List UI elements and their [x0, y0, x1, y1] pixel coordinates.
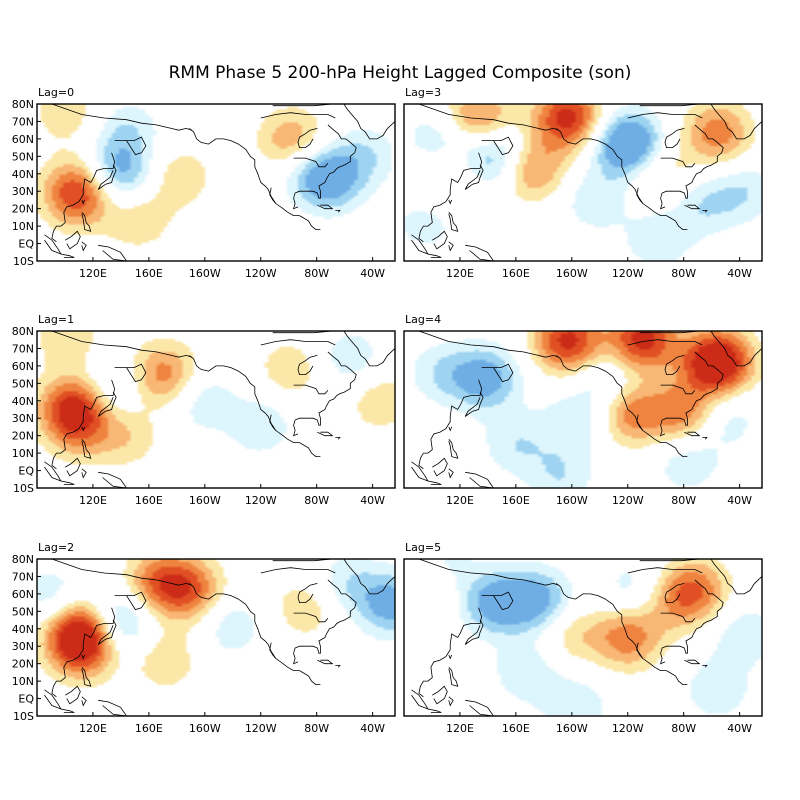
- lon-tick-label: 40W: [360, 722, 385, 735]
- lat-tick-label: 10S: [13, 255, 34, 268]
- lat-tick-label: 10S: [13, 482, 34, 495]
- lon-tick-label: 40W: [360, 494, 385, 507]
- lat-tick-label: 30N: [12, 185, 34, 198]
- lat-tick-label: 50N: [12, 377, 34, 390]
- lat-tick-label: 50N: [12, 150, 34, 163]
- lon-tick-label: 160E: [502, 494, 530, 507]
- anomaly-shading: [37, 331, 395, 488]
- lat-tick-label: 60N: [12, 588, 34, 601]
- lat-tick-label: EQ: [18, 238, 34, 251]
- lat-tick-label: 40N: [12, 395, 34, 408]
- panel-label: Lag=4: [405, 313, 441, 326]
- coastlines: [44, 331, 395, 488]
- panel-label: Lag=0: [38, 86, 74, 99]
- anomaly-shading: [404, 331, 762, 488]
- lat-tick-label: 60N: [12, 360, 34, 373]
- panel-label: Lag=2: [38, 541, 74, 554]
- lon-tick-label: 40W: [727, 494, 752, 507]
- lon-tick-label: 160E: [502, 722, 530, 735]
- lon-tick-label: 160W: [189, 722, 221, 735]
- lat-tick-label: 20N: [12, 203, 34, 216]
- panel-frame: [36, 103, 396, 262]
- panel-label: Lag=5: [405, 541, 441, 554]
- map-panel-lag4: Lag=4 120E 160E 160W 120W 80W 40W: [403, 313, 763, 507]
- lat-tick-label: 70N: [12, 115, 34, 128]
- lon-tick-label: 160W: [189, 267, 221, 280]
- lat-tick-label: EQ: [18, 465, 34, 478]
- anomaly-shading: [37, 104, 395, 261]
- lat-tick-label: 30N: [12, 412, 34, 425]
- lon-tick-label: 160E: [502, 267, 530, 280]
- lon-tick-label: 160E: [135, 494, 163, 507]
- coastlines: [411, 104, 762, 261]
- lat-tick-label: 40N: [12, 623, 34, 636]
- panel-frame: [403, 103, 763, 262]
- lon-tick-label: 120W: [245, 267, 277, 280]
- lon-tick-label: 120E: [79, 722, 107, 735]
- lat-tick-label: 70N: [12, 342, 34, 355]
- coastlines: [411, 559, 762, 716]
- map-panel-lag3: Lag=3 120E 160E 160W 120W 80W 40W: [403, 86, 763, 280]
- panel-frame: [403, 330, 763, 489]
- coastlines: [44, 559, 395, 716]
- lon-tick-label: 80W: [304, 494, 329, 507]
- lon-tick-label: 80W: [671, 494, 696, 507]
- lat-tick-label: 10S: [13, 710, 34, 723]
- lon-tick-label: 120W: [612, 494, 644, 507]
- lon-tick-label: 80W: [304, 722, 329, 735]
- lat-tick-label: 80N: [12, 553, 34, 566]
- lon-tick-label: 160W: [556, 267, 588, 280]
- lat-tick-label: 10N: [12, 220, 34, 233]
- lon-tick-label: 120E: [446, 722, 474, 735]
- anomaly-shading: [404, 559, 762, 716]
- lon-tick-label: 120E: [79, 267, 107, 280]
- lon-tick-label: 160E: [135, 722, 163, 735]
- lon-tick-label: 120W: [245, 722, 277, 735]
- panel-frame: [403, 558, 763, 717]
- lat-tick-label: 60N: [12, 133, 34, 146]
- lat-tick-label: 10N: [12, 447, 34, 460]
- panel-label: Lag=3: [405, 86, 441, 99]
- lon-tick-label: 40W: [360, 267, 385, 280]
- panel-grid: Lag=0 80N 70N 60N 50N 40N 30N 20N 10N EQ 10S 120E 16…: [12, 86, 763, 735]
- lat-tick-label: 20N: [12, 430, 34, 443]
- figure-title: RMM Phase 5 200-hPa Height Lagged Compos…: [169, 63, 632, 83]
- lat-tick-label: 80N: [12, 98, 34, 111]
- lat-tick-label: EQ: [18, 693, 34, 706]
- lon-tick-label: 160E: [135, 267, 163, 280]
- lon-tick-label: 120W: [245, 494, 277, 507]
- map-panel-lag5: Lag=5 120E 160E 160W 120W 80W 40W: [403, 541, 763, 735]
- lon-tick-label: 40W: [727, 722, 752, 735]
- lon-tick-label: 120E: [79, 494, 107, 507]
- lon-tick-label: 160W: [556, 722, 588, 735]
- lon-tick-label: 80W: [304, 267, 329, 280]
- map-panel-lag2: Lag=2 80N 70N 60N 50N 40N 30N 20N 10N EQ 10S 120E 16…: [12, 541, 396, 735]
- lat-tick-label: 50N: [12, 605, 34, 618]
- lat-tick-label: 30N: [12, 640, 34, 653]
- map-panel-lag1: Lag=1 80N 70N 60N 50N 40N 30N 20N 10N EQ 10S 120E 16…: [12, 313, 396, 507]
- lon-tick-label: 80W: [671, 722, 696, 735]
- anomaly-shading: [37, 559, 395, 716]
- lat-tick-label: 40N: [12, 168, 34, 181]
- anomaly-shading: [404, 104, 762, 261]
- panel-frame: [36, 330, 396, 489]
- lon-tick-label: 120E: [446, 267, 474, 280]
- lon-tick-label: 80W: [671, 267, 696, 280]
- lon-tick-label: 120E: [446, 494, 474, 507]
- lat-tick-label: 10N: [12, 675, 34, 688]
- lat-tick-label: 80N: [12, 325, 34, 338]
- lon-tick-label: 40W: [727, 267, 752, 280]
- panel-label: Lag=1: [38, 313, 74, 326]
- coastlines: [411, 331, 762, 488]
- lat-tick-label: 70N: [12, 570, 34, 583]
- lat-tick-label: 20N: [12, 658, 34, 671]
- lon-tick-label: 120W: [612, 267, 644, 280]
- lon-tick-label: 160W: [556, 494, 588, 507]
- coastlines: [44, 104, 395, 261]
- map-panel-lag0: Lag=0 80N 70N 60N 50N 40N 30N 20N 10N EQ 10S 120E 16…: [12, 86, 396, 280]
- panel-frame: [36, 558, 396, 717]
- lon-tick-label: 120W: [612, 722, 644, 735]
- lon-tick-label: 160W: [189, 494, 221, 507]
